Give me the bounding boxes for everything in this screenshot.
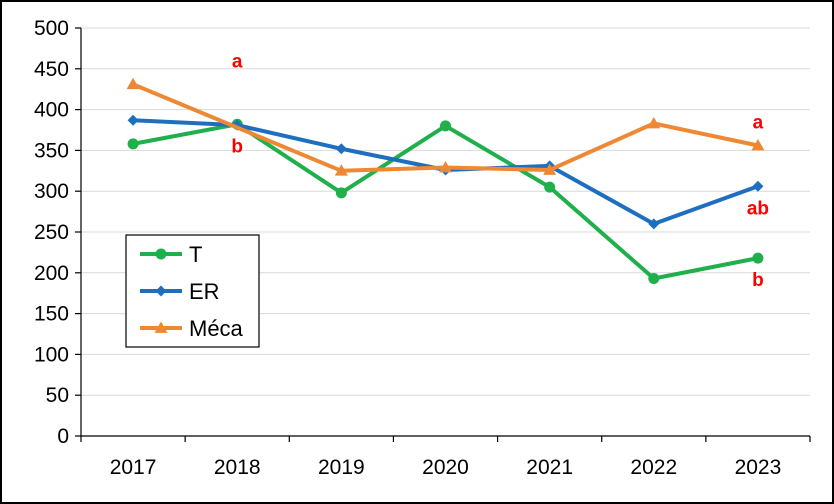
y-tick-label: 400	[34, 99, 69, 122]
data-point-mca	[334, 164, 348, 176]
significance-label: ab	[747, 198, 769, 219]
data-point-mca	[543, 163, 557, 175]
x-tick-label: 2017	[110, 456, 157, 479]
data-point-t	[127, 138, 139, 150]
y-tick-label: 350	[34, 139, 69, 162]
legend-marker	[154, 321, 168, 333]
y-tick-label: 100	[34, 343, 69, 366]
data-point-er	[752, 180, 764, 192]
x-tick-label: 2020	[422, 456, 469, 479]
significance-label: a	[232, 51, 243, 72]
data-point-er	[231, 119, 243, 131]
y-tick-label: 200	[34, 262, 69, 285]
data-point-t	[440, 120, 451, 132]
y-tick-label: 50	[46, 384, 69, 407]
legend-label: T	[189, 242, 202, 267]
y-tick-label: 150	[34, 303, 69, 326]
legend-marker	[155, 285, 167, 297]
data-point-t	[648, 273, 660, 285]
legend-marker	[155, 248, 167, 260]
significance-label: a	[753, 113, 764, 134]
data-point-mca	[439, 161, 452, 173]
data-point-er	[648, 218, 660, 230]
y-tick-label: 450	[34, 58, 69, 81]
y-tick-label: 0	[57, 425, 69, 448]
data-point-t	[752, 252, 764, 264]
x-tick-label: 2023	[735, 456, 782, 479]
significance-label: b	[231, 136, 243, 157]
data-point-mca	[647, 116, 661, 129]
y-tick-label: 250	[34, 221, 69, 244]
y-tick-label: 300	[34, 180, 69, 203]
x-tick-label: 2018	[214, 456, 261, 479]
legend-label: Méca	[189, 316, 244, 341]
legend-label: ER	[189, 279, 220, 304]
data-point-t	[544, 181, 556, 193]
significance-label: b	[752, 270, 764, 291]
data-point-mca	[751, 139, 765, 151]
y-tick-label: 500	[34, 17, 69, 40]
data-point-er	[335, 143, 347, 155]
data-point-mca	[126, 77, 140, 90]
x-tick-label: 2022	[630, 456, 677, 479]
data-point-t	[335, 187, 347, 199]
x-tick-label: 2021	[526, 456, 573, 479]
data-point-er	[127, 114, 139, 126]
series-line-mca	[131, 82, 760, 173]
x-tick-label: 2019	[318, 456, 365, 479]
